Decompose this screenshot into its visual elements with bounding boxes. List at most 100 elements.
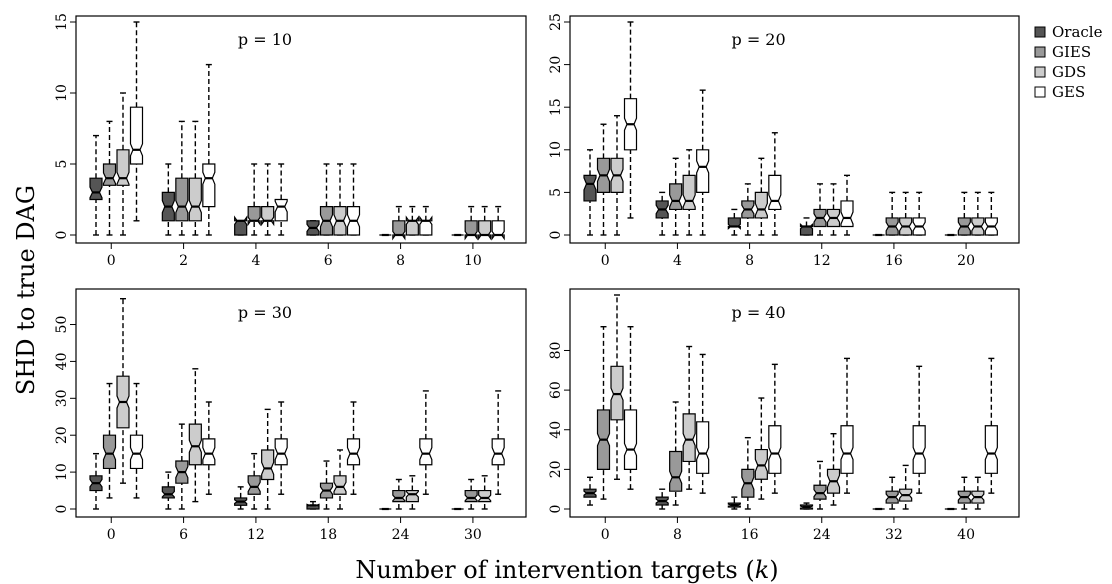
legend-swatch-ges: [1034, 86, 1046, 98]
panel-frame: [75, 15, 527, 244]
x-tick-label: 10: [464, 253, 482, 269]
box-ges: [768, 132, 782, 236]
y-tick-label: 20: [54, 426, 70, 444]
box-gds: [478, 205, 492, 241]
panel-title: p = 10: [238, 30, 292, 49]
box-oracle: [655, 191, 669, 236]
box-oracle: [161, 163, 175, 236]
x-tick-label: 24: [392, 527, 410, 543]
panel-3: 0 20 40 60 80 p = 40 0 8 16 24 32 40: [548, 288, 1020, 543]
box-oracle: [306, 500, 320, 510]
box-ges: [912, 191, 926, 236]
box-gies: [885, 191, 899, 236]
box-gies: [102, 382, 117, 499]
x-tick-label: 8: [745, 253, 754, 269]
x-tick-label: 16: [885, 253, 903, 269]
x-tick-label: 12: [813, 253, 831, 269]
box-body: [583, 174, 597, 202]
panel-0: 0 5 10 15 p = 10 0 2 4 6 8 10: [54, 13, 527, 269]
box-gds: [261, 408, 275, 510]
box-ges: [984, 357, 998, 494]
box-gies: [392, 205, 406, 241]
box-ges: [129, 21, 144, 222]
y-tick-label: 60: [548, 381, 564, 399]
x-tick-label: 12: [247, 527, 265, 543]
box-gies: [175, 423, 189, 510]
box-gies: [885, 476, 899, 510]
x-tick-label: 0: [601, 253, 610, 269]
box-oracle: [89, 452, 103, 510]
box-gies: [319, 460, 334, 510]
box-gds: [899, 464, 913, 510]
box-gies: [813, 183, 827, 236]
box-gds: [478, 475, 492, 510]
box-body: [202, 163, 216, 208]
box-oracle: [583, 149, 597, 236]
panel-title: p = 20: [731, 30, 785, 49]
box-gds: [826, 183, 841, 236]
y-tick-label: 20: [548, 460, 564, 478]
y-tick-label: 10: [54, 463, 70, 481]
box-body: [696, 421, 710, 474]
box-ges: [840, 357, 854, 494]
box-body: [478, 489, 492, 503]
x-tick-label: 0: [107, 527, 116, 543]
legend-label-gies: GIES: [1052, 43, 1091, 61]
box-ges: [419, 205, 433, 236]
x-tick-label: 6: [179, 527, 188, 543]
box-gies: [957, 191, 971, 236]
box-oracle: [727, 496, 741, 510]
panel-title: p = 40: [731, 303, 785, 322]
box-ges: [202, 401, 216, 495]
box-gds: [188, 120, 202, 236]
box-gies: [464, 478, 478, 510]
box-gds: [333, 163, 347, 236]
legend-swatch-oracle: [1034, 26, 1046, 38]
x-tick-label: 0: [107, 253, 116, 269]
box-body: [669, 183, 683, 211]
box-ges: [274, 401, 288, 495]
box-body: [89, 177, 103, 201]
x-tick-label: 6: [324, 253, 333, 269]
box-body: [274, 198, 288, 222]
box-ges: [274, 163, 288, 236]
box-oracle: [583, 476, 597, 506]
box-body: [261, 449, 275, 481]
y-tick-label: 10: [54, 84, 70, 102]
box-ges: [491, 205, 505, 241]
box-oracle: [161, 471, 175, 510]
box-body: [102, 434, 117, 470]
box-gies: [741, 183, 755, 236]
box-oracle: [799, 217, 814, 236]
y-tick-label: 5: [54, 160, 70, 169]
box-ges: [912, 365, 926, 494]
box-gies: [741, 436, 755, 510]
box-oracle: [306, 220, 320, 236]
box-body: [247, 475, 261, 495]
box-body: [392, 489, 406, 503]
box-oracle: [655, 488, 669, 510]
box-gies: [813, 460, 827, 510]
box-oracle: [727, 208, 741, 236]
box-body: [768, 174, 782, 211]
box-gds: [405, 205, 419, 236]
box-body: [912, 425, 926, 474]
panel-frame: [75, 288, 527, 518]
box-body: [188, 423, 202, 466]
box-body: [116, 149, 130, 186]
box-body: [129, 106, 144, 165]
legend-label-ges: GES: [1052, 83, 1085, 101]
box-ges: [346, 163, 361, 236]
box-gds: [899, 191, 913, 236]
box-ges: [840, 174, 854, 236]
box-gies: [247, 163, 261, 236]
box-body: [840, 200, 854, 228]
x-tick-label: 18: [319, 527, 337, 543]
box-gds: [116, 92, 130, 236]
legend-swatch-gds: [1034, 66, 1046, 78]
box-gies: [319, 163, 334, 236]
box-gds: [826, 433, 841, 506]
x-tick-label: 2: [179, 253, 188, 269]
box-body: [682, 413, 696, 463]
